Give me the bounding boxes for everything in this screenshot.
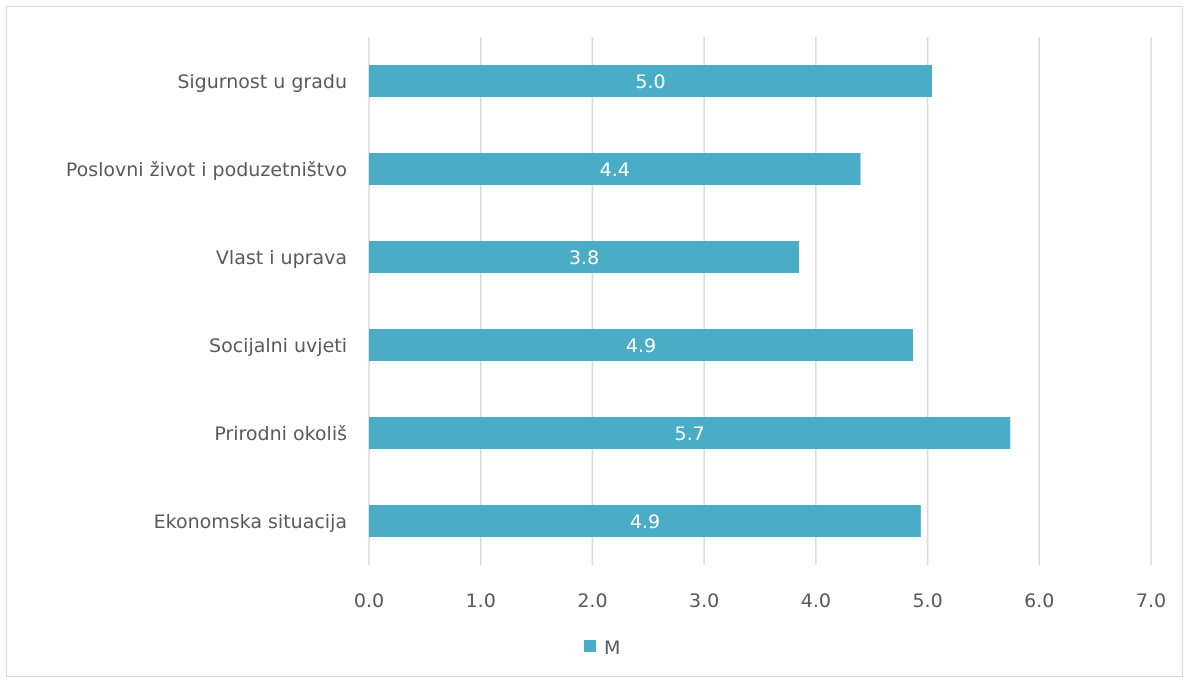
- bars: 5.0 4.4 3.8 4.9 5.7 4.9: [369, 65, 1011, 537]
- category-labels: Sigurnost u gradu Poslovni život i poduze…: [66, 71, 347, 533]
- x-tick-label: 1.0: [466, 590, 496, 612]
- x-tick-label: 4.0: [801, 590, 831, 612]
- bar: [369, 153, 861, 185]
- data-label: 4.9: [626, 335, 656, 357]
- bar: [369, 241, 800, 273]
- bar: [369, 65, 933, 97]
- x-tick-label: 0.0: [354, 590, 384, 612]
- x-tick-labels: 0.0 1.0 2.0 3.0 4.0 5.0 6.0 7.0: [354, 590, 1166, 612]
- category-label: Sigurnost u gradu: [177, 71, 347, 93]
- data-label: 4.9: [630, 511, 660, 533]
- x-tick-label: 3.0: [689, 590, 719, 612]
- bar: [369, 329, 914, 361]
- legend-label-m: M: [604, 637, 620, 659]
- category-label: Socijalni uvjeti: [209, 335, 347, 357]
- category-label: Prirodni okoliš: [214, 423, 347, 445]
- gridlines: [368, 37, 1152, 565]
- x-tick-label: 2.0: [577, 590, 607, 612]
- data-label: 3.8: [569, 247, 599, 269]
- category-label: Ekonomska situacija: [154, 511, 347, 533]
- data-label: 4.4: [600, 159, 630, 181]
- category-label: Poslovni život i poduzetništvo: [66, 159, 347, 181]
- legend: M: [584, 637, 620, 659]
- x-tick-label: 6.0: [1024, 590, 1054, 612]
- bar: [369, 417, 1011, 449]
- x-tick-label: 7.0: [1136, 590, 1166, 612]
- legend-swatch-m: [584, 640, 596, 652]
- bar: [369, 505, 921, 537]
- data-label: 5.0: [635, 71, 665, 93]
- category-label: Vlast i uprava: [216, 247, 347, 269]
- data-label: 5.7: [675, 423, 705, 445]
- x-tick-label: 5.0: [912, 590, 942, 612]
